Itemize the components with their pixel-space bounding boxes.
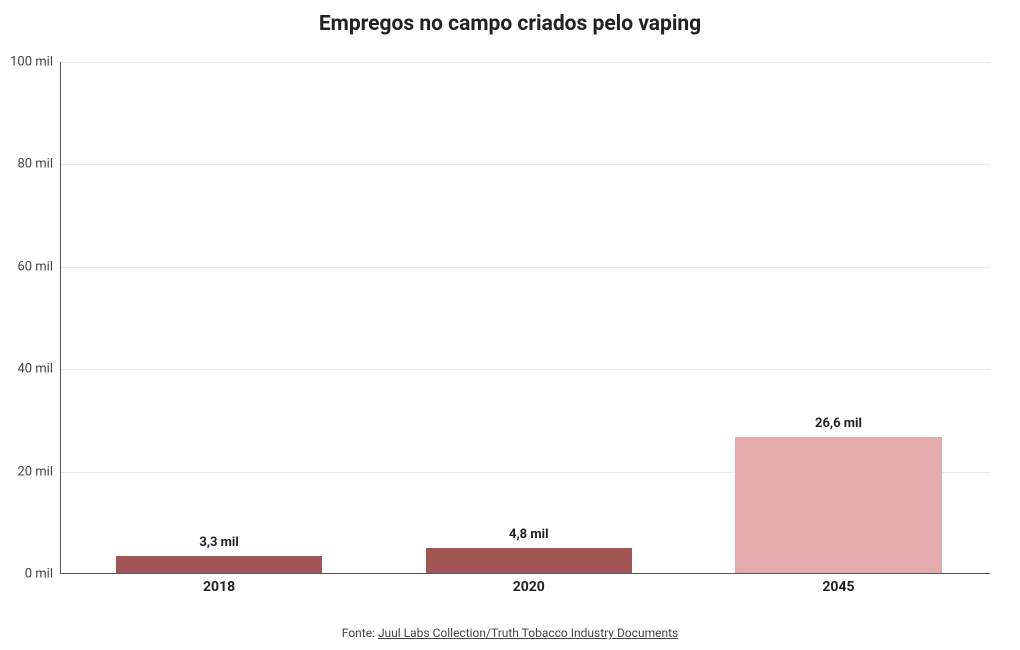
y-tick-label: 80 mil: [17, 157, 61, 172]
source-link[interactable]: Juul Labs Collection/Truth Tobacco Indus…: [378, 626, 678, 640]
bar-value-label: 4,8 mil: [509, 527, 549, 548]
gridline: [61, 164, 990, 165]
x-tick-label: 2045: [822, 573, 854, 595]
source-prefix: Fonte:: [342, 626, 378, 640]
bar: 4,8 mil: [426, 548, 632, 573]
bar: 26,6 mil: [735, 437, 941, 573]
y-tick-label: 0 mil: [25, 567, 61, 582]
y-tick-label: 20 mil: [17, 464, 61, 479]
gridline: [61, 267, 990, 268]
x-tick-label: 2018: [203, 573, 235, 595]
bar: 3,3 mil: [116, 556, 322, 573]
bar-value-label: 26,6 mil: [815, 416, 862, 437]
y-tick-label: 100 mil: [10, 55, 61, 70]
gridline: [61, 369, 990, 370]
y-tick-label: 40 mil: [17, 362, 61, 377]
y-tick-label: 60 mil: [17, 259, 61, 274]
x-tick-label: 2020: [513, 573, 545, 595]
source-line: Fonte: Juul Labs Collection/Truth Tobacc…: [0, 626, 1020, 640]
plot-area: 0 mil20 mil40 mil60 mil80 mil100 mil3,3 …: [60, 62, 990, 574]
gridline: [61, 62, 990, 63]
chart-title: Empregos no campo criados pelo vaping: [0, 12, 1020, 36]
bar-value-label: 3,3 mil: [199, 535, 239, 556]
